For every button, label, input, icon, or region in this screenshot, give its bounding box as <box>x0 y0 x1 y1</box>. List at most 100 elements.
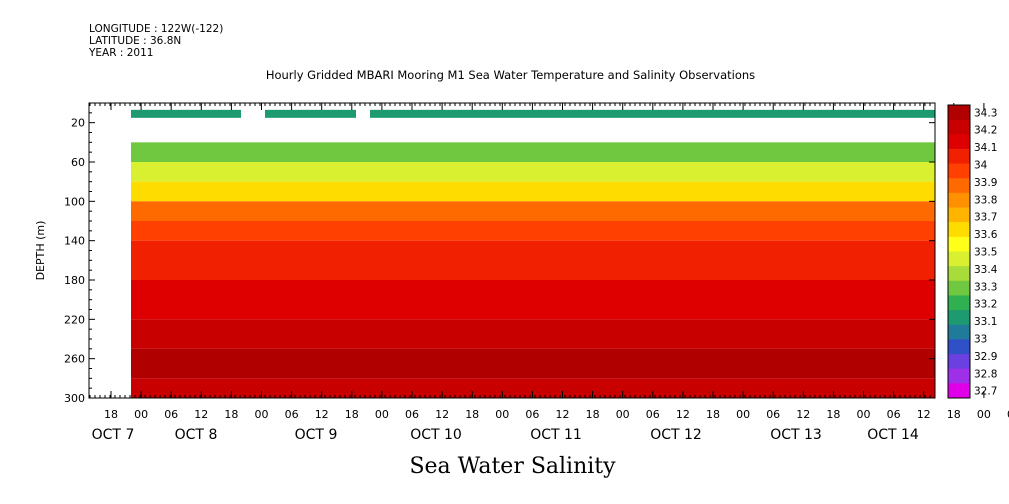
x-tick-label: 18 <box>586 408 600 421</box>
surface-salinity-band <box>370 109 935 118</box>
x-tick-label: 06 <box>525 408 539 421</box>
x-tick-label: 06 <box>887 408 901 421</box>
x-tick-label: 00 <box>736 408 750 421</box>
chart-title-wrap: Hourly Gridded MBARI Mooring M1 Sea Wate… <box>0 68 1009 82</box>
x-axis-title: Sea Water Salinity <box>409 454 616 479</box>
colorbar-label: 33.2 <box>974 299 997 311</box>
x-day-label: OCT 12 <box>650 427 702 443</box>
x-tick-label: 18 <box>826 408 840 421</box>
colorbar-swatch <box>948 222 970 238</box>
salinity-band <box>131 162 935 182</box>
colorbar-swatch <box>948 134 970 150</box>
salinity-band <box>131 181 935 202</box>
x-tick-label: 00 <box>977 408 991 421</box>
colorbar-frame <box>947 104 971 399</box>
x-tick-label: 18 <box>104 408 118 421</box>
salinity-band <box>131 142 935 162</box>
salinity-band <box>131 240 935 280</box>
surface-salinity-band <box>131 109 241 118</box>
y-tick-label: 260 <box>64 353 85 366</box>
y-axis-title: DEPTH (m) <box>34 221 47 281</box>
colorbar-swatch <box>948 192 970 209</box>
x-tick-label: 12 <box>917 408 931 421</box>
salinity-band <box>131 221 935 241</box>
x-tick-label: 00 <box>616 408 630 421</box>
colorbar-swatch <box>948 251 970 267</box>
x-tick-label: 00 <box>255 408 269 421</box>
x-tick-label: 06 <box>405 408 419 421</box>
x-tick-label: 12 <box>676 408 690 421</box>
x-day-label: OCT 10 <box>410 427 462 443</box>
x-day-label: OCT 9 <box>295 427 338 443</box>
colorbar-label: 33.5 <box>974 247 997 259</box>
colorbar-swatch <box>948 368 970 384</box>
colorbar-swatch <box>948 178 970 194</box>
colorbar-swatch <box>948 148 970 165</box>
colorbar-swatch <box>948 266 970 282</box>
x-tick-label: 00 <box>134 408 148 421</box>
x-tick-label: 06 <box>285 408 299 421</box>
y-tick-label: 300 <box>64 392 85 405</box>
x-tick-label: 06 <box>1007 408 1009 421</box>
x-tick-label: 18 <box>224 408 238 421</box>
colorbar-swatch <box>948 236 970 252</box>
y-tick-label: 100 <box>64 195 85 208</box>
colorbar-label: 34 <box>974 160 988 172</box>
salinity-band <box>131 319 935 349</box>
colorbar-label: 34.1 <box>974 142 997 154</box>
colorbar-label: 33 <box>974 333 987 345</box>
colorbar-swatch <box>948 324 970 340</box>
colorbar-label: 32.8 <box>974 368 997 380</box>
colorbar-swatch <box>948 280 970 296</box>
x-axis-title-wrap: Sea Water Salinity <box>0 454 1009 479</box>
x-tick-label: 06 <box>164 408 178 421</box>
x-day-label: OCT 8 <box>175 427 218 443</box>
colorbar-label: 34.3 <box>974 107 997 119</box>
chart-title: Hourly Gridded MBARI Mooring M1 Sea Wate… <box>265 68 756 82</box>
y-tick-label: 20 <box>71 117 85 130</box>
x-tick-label: 12 <box>435 408 449 421</box>
metadata-block: LONGITUDE : 122W(-122) LATITUDE : 36.8N … <box>89 23 223 59</box>
x-day-label: OCT 11 <box>530 427 582 443</box>
x-tick-label: 18 <box>947 408 961 421</box>
y-tick-label: 60 <box>71 156 85 169</box>
salinity-band <box>131 201 935 221</box>
colorbar-label: 32.7 <box>974 386 997 398</box>
colorbar-label: 34.2 <box>974 125 997 137</box>
colorbar-label: 33.1 <box>974 316 997 328</box>
x-day-label: OCT 13 <box>770 427 822 443</box>
x-tick-label: 12 <box>556 408 570 421</box>
x-tick-label: 18 <box>465 408 479 421</box>
colorbar-label: 33.6 <box>974 229 998 241</box>
x-tick-label: 12 <box>194 408 208 421</box>
x-tick-label: 18 <box>706 408 720 421</box>
colorbar-swatch <box>948 105 970 121</box>
x-tick-label: 18 <box>345 408 359 421</box>
colorbar-label: 33.8 <box>974 194 997 206</box>
colorbar-label: 33.4 <box>974 264 998 276</box>
y-tick-label: 180 <box>64 274 85 287</box>
colorbar-swatch <box>948 310 970 326</box>
colorbar-swatch <box>948 383 970 399</box>
latitude-label: LATITUDE : 36.8N <box>89 35 182 47</box>
surface-salinity-band <box>265 109 356 118</box>
y-tick-label: 140 <box>64 235 85 248</box>
colorbar-swatch <box>948 354 970 370</box>
colorbar-label: 33.7 <box>974 212 997 224</box>
colorbar-label: 33.3 <box>974 281 997 293</box>
x-day-label: OCT 7 <box>92 427 135 443</box>
x-tick-label: 12 <box>315 408 329 421</box>
colorbar-swatch <box>948 339 970 355</box>
x-tick-label: 06 <box>646 408 660 421</box>
x-tick-label: 06 <box>766 408 780 421</box>
y-tick-label: 220 <box>64 313 85 326</box>
colorbar-swatch <box>948 295 970 311</box>
salinity-band <box>131 348 935 379</box>
x-day-label: OCT 14 <box>867 427 919 443</box>
x-tick-label: 00 <box>375 408 389 421</box>
colorbar-swatch <box>948 163 970 179</box>
salinity-band <box>131 280 935 320</box>
colorbar-swatch <box>948 207 970 223</box>
longitude-label: LONGITUDE : 122W(-122) <box>89 23 224 35</box>
